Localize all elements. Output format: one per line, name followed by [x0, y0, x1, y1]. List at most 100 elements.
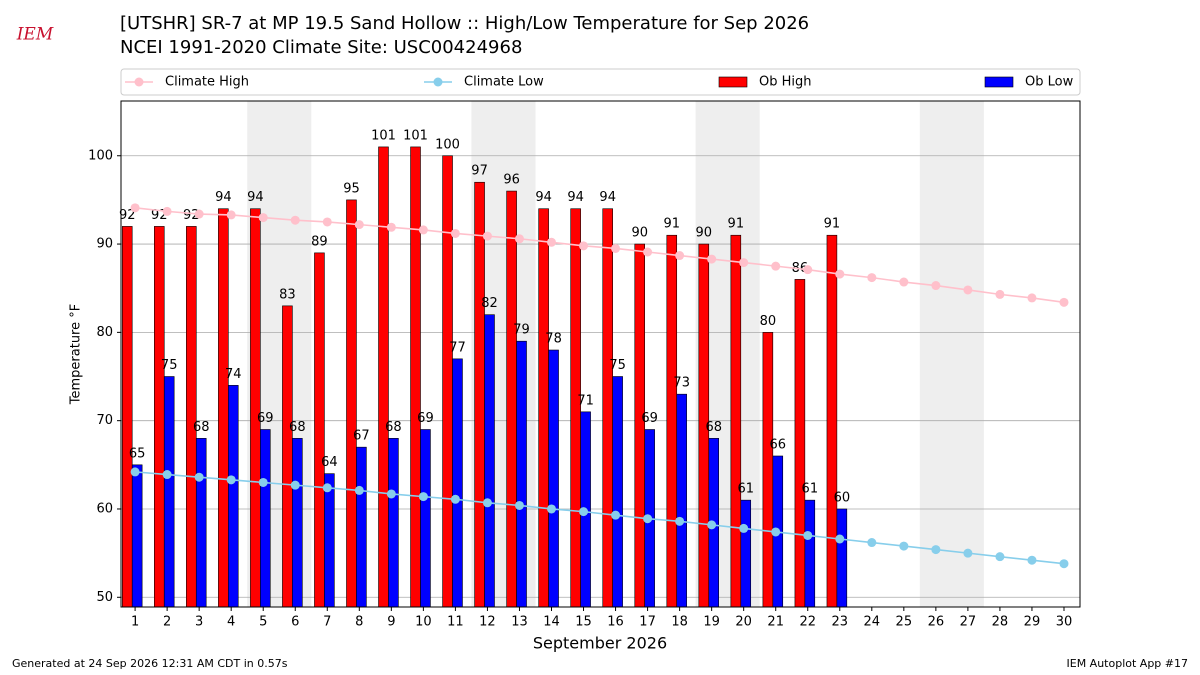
bar: [186, 226, 197, 608]
x-tick-label: 22: [799, 615, 816, 630]
data-label: 78: [545, 332, 562, 347]
line: [135, 207, 1065, 304]
x-tick-label: 26: [928, 615, 945, 630]
marker: [675, 516, 685, 526]
x-tick-label: 3: [195, 615, 203, 630]
marker: [418, 225, 428, 235]
legend-swatch: [718, 76, 748, 88]
data-label: 65: [129, 446, 146, 461]
marker: [258, 213, 268, 223]
footer-right: IEM Autoplot App #17: [1067, 657, 1189, 670]
x-tick-label: 12: [479, 615, 496, 630]
x-tick-label: 5: [259, 615, 267, 630]
marker: [771, 261, 781, 271]
marker: [643, 247, 653, 257]
bar: [548, 349, 559, 608]
marker: [418, 492, 428, 502]
bar: [228, 385, 239, 608]
data-label: 69: [417, 411, 434, 426]
marker: [482, 498, 492, 508]
logo: IEM: [16, 25, 54, 45]
bar: [474, 181, 485, 608]
marker: [194, 472, 204, 482]
marker: [739, 523, 749, 533]
marker: [803, 530, 813, 540]
marker: [739, 258, 749, 268]
x-tick-label: 10: [415, 615, 432, 630]
x-tick-label: 23: [831, 615, 848, 630]
marker: [386, 489, 396, 499]
data-label: 68: [385, 420, 402, 435]
data-label: 101: [403, 128, 428, 143]
marker: [514, 500, 524, 510]
data-label: 92: [119, 208, 136, 223]
marker: [867, 273, 877, 283]
x-tick-label: 18: [671, 615, 688, 630]
data-label: 60: [834, 490, 851, 505]
x-tick-label: 8: [355, 615, 363, 630]
marker: [354, 220, 364, 230]
x-tick-label: 21: [767, 615, 784, 630]
marker: [130, 467, 140, 477]
x-tick-label: 15: [575, 615, 592, 630]
bar: [121, 226, 133, 608]
data-label: 94: [567, 190, 584, 205]
marker: [835, 269, 845, 279]
data-label: 74: [225, 367, 242, 382]
bar: [442, 155, 453, 608]
marker: [226, 210, 236, 220]
line: [135, 471, 1065, 565]
marker: [322, 217, 332, 227]
bar: [410, 146, 421, 608]
x-tick-label: 24: [864, 615, 881, 630]
x-axis-label: September 2026: [533, 634, 667, 653]
marker: [963, 285, 973, 295]
bar: [260, 429, 271, 608]
data-label: 90: [696, 226, 713, 241]
legend-label: Climate High: [165, 75, 249, 90]
data-label: 75: [161, 358, 178, 373]
x-tick-label: 17: [639, 615, 656, 630]
legend-swatch: [984, 76, 1014, 88]
marker: [643, 514, 653, 524]
marker: [162, 470, 172, 480]
data-label: 69: [257, 411, 274, 426]
marker: [611, 243, 621, 253]
x-tick-label: 20: [735, 615, 752, 630]
data-label: 94: [599, 190, 616, 205]
x-tick-label: 14: [543, 615, 560, 630]
bar: [282, 305, 293, 608]
bar: [356, 446, 367, 608]
bar: [804, 499, 816, 608]
data-label: 91: [824, 217, 841, 232]
legend-marker: [433, 77, 443, 87]
legend-label: Climate Low: [464, 75, 544, 90]
marker: [1059, 559, 1069, 569]
data-label: 73: [673, 376, 690, 391]
data-label: 67: [353, 429, 370, 444]
bar: [484, 314, 495, 608]
bar: [154, 226, 165, 608]
y-tick-label: 60: [96, 501, 113, 516]
x-tick-label: 16: [607, 615, 624, 630]
marker: [354, 485, 364, 495]
bar: [516, 340, 527, 608]
bar: [131, 464, 143, 608]
data-label: 83: [279, 287, 296, 302]
bar: [762, 332, 774, 608]
bar: [378, 146, 389, 608]
data-label: 68: [705, 420, 722, 435]
bar: [452, 358, 463, 608]
x-tick-label: 29: [1024, 615, 1041, 630]
bar: [292, 438, 303, 608]
data-label: 79: [513, 323, 530, 338]
x-tick-label: 28: [992, 615, 1009, 630]
x-tick-label: 2: [163, 615, 171, 630]
marker: [995, 552, 1005, 562]
marker: [675, 251, 685, 261]
bar: [314, 252, 325, 608]
bar: [666, 234, 678, 608]
data-label: 68: [193, 420, 210, 435]
footer-left: Generated at 24 Sep 2026 12:31 AM CDT in…: [12, 657, 288, 670]
